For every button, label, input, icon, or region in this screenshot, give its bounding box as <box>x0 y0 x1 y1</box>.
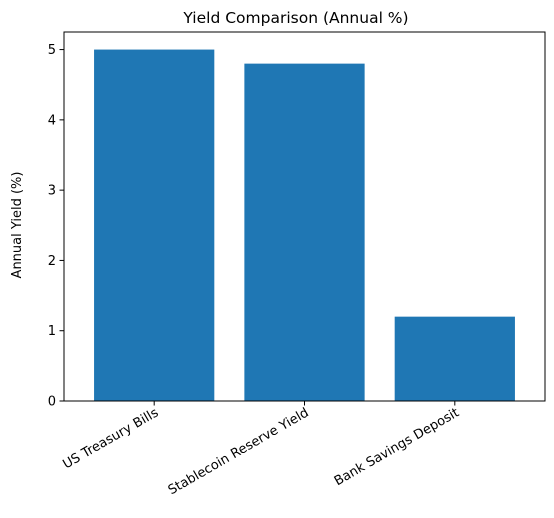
bar-us-treasury-bills <box>94 49 215 401</box>
y-tick-label: 1 <box>48 324 56 339</box>
y-tick-label: 3 <box>48 184 56 199</box>
bar-bank-savings-deposit <box>394 316 515 401</box>
y-tick-label: 0 <box>48 395 56 410</box>
chart-title: Yield Comparison (Annual %) <box>182 9 408 27</box>
bars-group <box>94 49 515 401</box>
y-tick-label: 5 <box>48 43 56 58</box>
plot-frame <box>63 31 546 402</box>
bar-stablecoin-reserve-yield <box>244 63 365 401</box>
y-tick-label: 2 <box>48 254 56 269</box>
y-tick-label: 4 <box>48 113 56 128</box>
y-axis-ticks: 0 1 2 3 4 5 <box>48 43 64 410</box>
y-axis-label: Annual Yield (%) <box>10 172 25 279</box>
